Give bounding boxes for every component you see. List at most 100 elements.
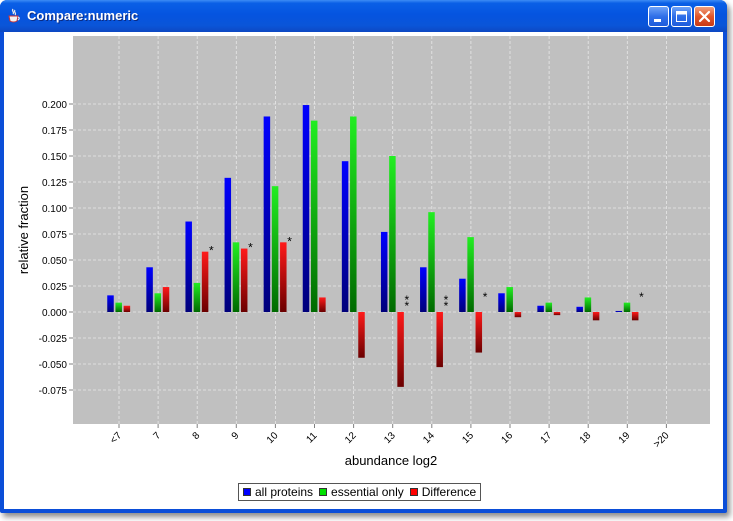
minimize-icon <box>654 19 661 22</box>
y-tick-label: 0.175 <box>42 126 67 137</box>
legend-item-all-proteins: all proteins <box>243 485 313 499</box>
window-title: Compare:numeric <box>27 8 139 23</box>
bar-all-proteins <box>576 306 583 312</box>
bar-essential-only <box>154 293 162 312</box>
title-bar[interactable]: Compare:numeric <box>0 0 727 32</box>
significance-marker: * <box>405 299 410 313</box>
bar-all-proteins <box>459 278 466 312</box>
y-tick-label: -0.025 <box>39 334 68 345</box>
bar-chart: * * *** *** * 0.200 0.175 0.150 0.125 0.100 0.075… <box>16 36 710 468</box>
bar-all-proteins <box>498 293 505 312</box>
significance-marker: * <box>248 241 253 255</box>
bar-essential-only <box>506 287 513 312</box>
bar-all-proteins <box>146 267 153 312</box>
y-tick-label: -0.075 <box>39 386 68 397</box>
x-tick-label: 7 <box>152 430 164 442</box>
x-tick-label: 8 <box>191 430 203 442</box>
x-tick-label: 13 <box>382 430 398 446</box>
bar-difference <box>280 242 287 312</box>
bar-essential-only <box>467 237 474 312</box>
java-cup-icon <box>8 8 20 23</box>
x-tick-label: 14 <box>421 430 437 446</box>
close-button[interactable] <box>694 6 715 27</box>
x-tick-label: 11 <box>304 430 319 445</box>
legend-swatch-red <box>409 488 418 496</box>
chart-panel: * * * * * * * * * 0.200 0.175 0.150 0.125 0.100 0.075… <box>4 32 723 509</box>
x-tick-label: <7 <box>108 430 124 446</box>
bar-difference <box>240 248 248 312</box>
bar-difference <box>514 312 522 318</box>
bar-difference <box>592 312 600 321</box>
bar-essential-only <box>115 302 122 312</box>
legend-item-difference: Difference <box>409 485 477 499</box>
bar-difference <box>475 312 483 353</box>
bar-difference <box>123 305 131 312</box>
bar-essential-only <box>389 156 396 312</box>
legend-swatch-green <box>319 488 328 496</box>
bar-all-proteins <box>224 177 232 312</box>
significance-marker: * <box>483 290 488 304</box>
x-tick-label: 12 <box>343 430 359 446</box>
bar-essential-only <box>232 242 240 312</box>
bar-essential-only <box>350 116 357 312</box>
bar-all-proteins <box>615 310 623 312</box>
legend-label: all proteins <box>255 485 314 499</box>
maximize-button[interactable] <box>671 6 692 27</box>
bar-difference <box>358 312 365 358</box>
bar-essential-only <box>193 282 201 312</box>
y-tick-label: 0.125 <box>42 178 67 189</box>
y-tick-label: 0.150 <box>42 152 67 163</box>
bar-difference <box>397 312 404 387</box>
y-axis-label: relative fraction <box>16 186 31 274</box>
minimize-button[interactable] <box>648 6 669 27</box>
bar-all-proteins <box>107 295 114 312</box>
y-tick-label: 0.075 <box>42 230 67 241</box>
y-tick-label: 0.200 <box>42 100 67 111</box>
maximize-icon <box>676 11 687 22</box>
bar-difference <box>162 287 170 312</box>
bar-essential-only <box>271 186 279 312</box>
bar-all-proteins <box>420 267 427 312</box>
x-tick-label: 9 <box>230 430 242 442</box>
bar-all-proteins <box>263 116 271 312</box>
bar-difference <box>319 297 326 312</box>
y-tick-label: 0.050 <box>42 256 67 267</box>
x-tick-label: 19 <box>617 430 633 446</box>
significance-marker: * <box>444 299 449 313</box>
chart-legend: all proteins essential only Difference <box>238 483 482 501</box>
significance-marker: * <box>405 293 410 307</box>
x-axis-label: abundance log2 <box>345 453 438 468</box>
legend-item-essential-only: essential only <box>319 485 404 499</box>
significance-marker: * <box>639 290 644 304</box>
legend-label: Difference <box>421 485 477 499</box>
bar-essential-only <box>310 120 318 312</box>
x-tick-label: 17 <box>539 430 555 446</box>
bar-difference <box>201 251 209 312</box>
x-tick-label: 10 <box>265 430 281 446</box>
bar-essential-only <box>623 302 631 312</box>
bar-difference <box>553 312 561 316</box>
legend-label: essential only <box>331 485 404 499</box>
x-tick-label: 16 <box>499 430 515 446</box>
y-tick-label: -0.050 <box>39 360 68 371</box>
close-icon <box>698 10 711 23</box>
y-tick-label: 0.100 <box>42 204 67 215</box>
bars: * * *** *** * <box>107 105 644 387</box>
app-window: Compare:numeric * * * * * * * * * 0.200 0.175 0.15… <box>0 0 727 513</box>
significance-marker: * <box>444 293 449 307</box>
y-tick-label: 0.000 <box>42 308 67 319</box>
x-tick-label: 18 <box>578 430 594 446</box>
bar-all-proteins <box>537 305 544 312</box>
grid-lines <box>73 36 710 424</box>
bar-all-proteins <box>185 221 192 312</box>
legend-swatch-blue <box>243 488 251 496</box>
significance-marker: * <box>287 234 292 248</box>
x-tick-label: 15 <box>460 430 476 446</box>
bar-essential-only <box>428 212 435 312</box>
x-tick-label: >20 <box>652 430 672 450</box>
y-tick-label: 0.025 <box>42 282 67 293</box>
bar-difference <box>436 312 443 368</box>
bar-all-proteins <box>380 231 388 312</box>
bar-essential-only <box>545 302 553 312</box>
bar-all-proteins <box>302 105 310 312</box>
